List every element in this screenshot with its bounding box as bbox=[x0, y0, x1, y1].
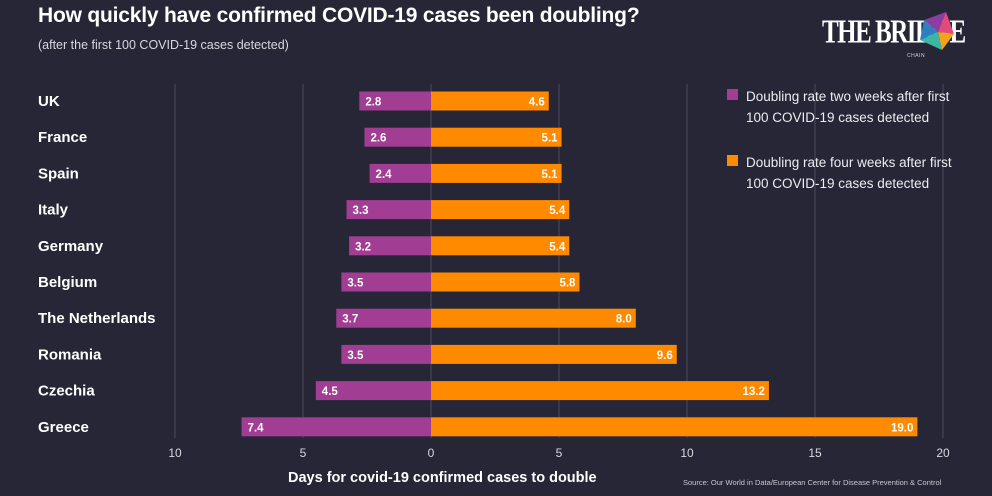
data-label-four-weeks: 8.0 bbox=[616, 314, 632, 326]
data-label-two-weeks: 3.7 bbox=[342, 314, 358, 326]
chart-subtitle: (after the first 100 COVID-19 cases dete… bbox=[38, 38, 289, 52]
chart-title: How quickly have confirmed COVID-19 case… bbox=[38, 4, 640, 27]
x-tick-label: 5 bbox=[300, 446, 307, 460]
bar-four-weeks bbox=[431, 308, 636, 328]
bar-two-weeks bbox=[336, 308, 431, 328]
category-label: Italy bbox=[38, 202, 69, 219]
x-axis-label: Days for covid-19 confirmed cases to dou… bbox=[288, 470, 597, 486]
x-tick-label: 10 bbox=[680, 446, 694, 460]
bar-two-weeks bbox=[349, 236, 431, 256]
bar-two-weeks bbox=[359, 91, 431, 111]
bar-four-weeks bbox=[431, 163, 562, 183]
category-label: Belgium bbox=[38, 274, 97, 291]
legend-item-four-weeks: Doubling rate four weeks after first 100… bbox=[727, 152, 967, 194]
bar-two-weeks bbox=[341, 272, 431, 292]
category-label: France bbox=[38, 129, 87, 146]
data-label-four-weeks: 13.2 bbox=[743, 386, 765, 398]
category-label: The Netherlands bbox=[38, 310, 156, 327]
bar-four-weeks bbox=[431, 127, 562, 147]
data-label-four-weeks: 4.6 bbox=[529, 97, 545, 109]
data-label-four-weeks: 5.4 bbox=[549, 205, 566, 217]
x-tick-label: 15 bbox=[808, 446, 822, 460]
bar-four-weeks bbox=[431, 381, 769, 401]
category-label: Czechia bbox=[38, 383, 95, 400]
source-note: Source: Our World in Data/European Cente… bbox=[683, 478, 942, 487]
data-label-four-weeks: 9.6 bbox=[657, 350, 673, 362]
data-label-two-weeks: 7.4 bbox=[248, 422, 265, 434]
bar-two-weeks bbox=[346, 200, 431, 220]
legend-label-two-weeks: Doubling rate two weeks after first 100 … bbox=[746, 89, 950, 125]
bar-two-weeks bbox=[315, 381, 431, 401]
data-label-four-weeks: 19.0 bbox=[891, 422, 913, 434]
category-label: Spain bbox=[38, 165, 79, 182]
data-label-two-weeks: 4.5 bbox=[322, 386, 339, 398]
data-label-two-weeks: 2.8 bbox=[365, 97, 382, 109]
bar-four-weeks bbox=[431, 417, 918, 437]
x-tick-label: 0 bbox=[428, 446, 435, 460]
data-label-two-weeks: 2.4 bbox=[376, 169, 393, 181]
category-label: Germany bbox=[38, 238, 104, 255]
x-tick-label: 5 bbox=[556, 446, 563, 460]
legend-item-two-weeks: Doubling rate two weeks after first 100 … bbox=[727, 86, 967, 128]
chart-legend: Doubling rate two weeks after first 100 … bbox=[727, 86, 967, 218]
legend-swatch-two-weeks bbox=[727, 89, 738, 100]
legend-swatch-four-weeks bbox=[727, 155, 738, 166]
bar-two-weeks bbox=[241, 417, 431, 437]
x-tick-label: 20 bbox=[936, 446, 950, 460]
category-label: UK bbox=[38, 93, 60, 110]
brand-logo: THE BRIDGE CHAIN bbox=[822, 6, 966, 60]
bar-four-weeks bbox=[431, 200, 570, 220]
bar-four-weeks bbox=[431, 272, 580, 292]
bar-two-weeks bbox=[369, 163, 431, 183]
bar-two-weeks bbox=[341, 344, 431, 364]
data-label-two-weeks: 2.6 bbox=[370, 133, 386, 145]
bar-two-weeks bbox=[364, 127, 431, 147]
logo-prism-icon bbox=[920, 12, 954, 50]
x-tick-label: 10 bbox=[168, 446, 182, 460]
data-label-two-weeks: 3.5 bbox=[347, 350, 364, 362]
category-label: Greece bbox=[38, 419, 89, 436]
data-label-two-weeks: 3.2 bbox=[355, 241, 371, 253]
data-label-four-weeks: 5.4 bbox=[549, 241, 566, 253]
data-label-two-weeks: 3.5 bbox=[347, 278, 364, 290]
data-label-four-weeks: 5.8 bbox=[559, 278, 576, 290]
category-label: Romania bbox=[38, 346, 102, 363]
data-label-four-weeks: 5.1 bbox=[542, 169, 559, 181]
bar-four-weeks bbox=[431, 236, 570, 256]
bar-four-weeks bbox=[431, 91, 549, 111]
data-label-two-weeks: 3.3 bbox=[353, 205, 369, 217]
logo-subtext: CHAIN bbox=[907, 53, 926, 59]
legend-label-four-weeks: Doubling rate four weeks after first 100… bbox=[746, 155, 952, 191]
data-label-four-weeks: 5.1 bbox=[542, 133, 559, 145]
bar-four-weeks bbox=[431, 344, 677, 364]
